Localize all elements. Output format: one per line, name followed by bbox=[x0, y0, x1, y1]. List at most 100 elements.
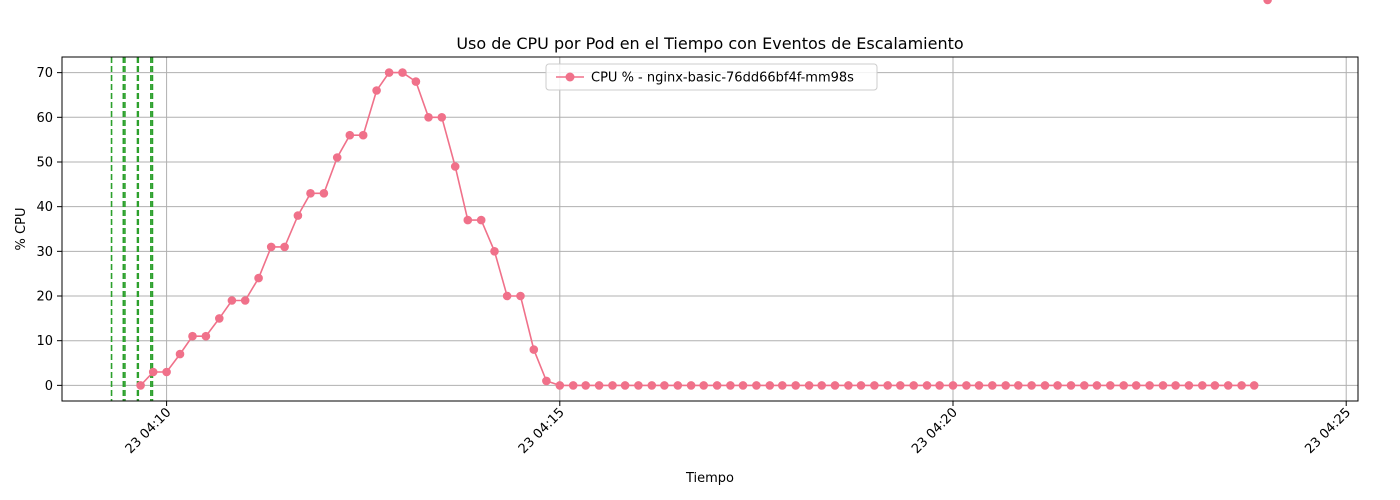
data-point bbox=[1184, 381, 1194, 390]
data-point bbox=[1198, 381, 1207, 390]
y-tick-label: 20 bbox=[36, 290, 53, 305]
data-point bbox=[162, 367, 171, 377]
data-point bbox=[791, 381, 800, 390]
x-tick-label: 23 04:20 bbox=[909, 405, 961, 457]
data-point bbox=[1158, 381, 1168, 390]
x-axis-label: Tiempo bbox=[685, 471, 734, 486]
data-point bbox=[948, 381, 958, 390]
data-point bbox=[384, 68, 394, 77]
data-point bbox=[201, 331, 211, 341]
data-point bbox=[686, 381, 696, 390]
data-point bbox=[962, 381, 971, 390]
data-point bbox=[502, 291, 512, 301]
data-point bbox=[175, 349, 185, 359]
data-point bbox=[411, 77, 421, 86]
data-point bbox=[424, 113, 433, 122]
data-point bbox=[1080, 381, 1089, 390]
data-point bbox=[280, 242, 289, 252]
data-point bbox=[542, 376, 551, 386]
data-point bbox=[1249, 381, 1259, 390]
series-layer bbox=[136, 0, 1272, 390]
data-point bbox=[1053, 381, 1062, 390]
data-point bbox=[490, 247, 499, 256]
data-point bbox=[712, 381, 722, 390]
grid bbox=[62, 57, 1358, 401]
chart-title: Uso de CPU por Pod en el Tiempo con Even… bbox=[456, 34, 963, 53]
data-point bbox=[844, 381, 853, 390]
data-point bbox=[555, 381, 565, 390]
data-point bbox=[1145, 381, 1154, 390]
data-point bbox=[1066, 381, 1076, 390]
x-tick-label: 23 04:15 bbox=[516, 405, 568, 457]
data-point bbox=[215, 314, 224, 323]
data-point bbox=[227, 296, 237, 305]
data-point bbox=[765, 381, 775, 390]
data-point bbox=[883, 381, 892, 390]
legend-series-label: CPU % - nginx-basic-76dd66bf4f-mm98s bbox=[591, 71, 854, 86]
data-point bbox=[254, 273, 263, 283]
data-point bbox=[726, 381, 735, 390]
data-point bbox=[319, 189, 329, 198]
data-point bbox=[1027, 381, 1036, 390]
data-point bbox=[1263, 0, 1272, 5]
data-point bbox=[1237, 381, 1246, 390]
data-point bbox=[240, 296, 250, 305]
data-point bbox=[450, 162, 460, 171]
data-point bbox=[1223, 381, 1233, 390]
axis-ticks: 0 10 20 30 40 50 60 70 23 04:10 23 04:15 23 04:20 2… bbox=[36, 66, 1354, 457]
data-point bbox=[896, 381, 905, 390]
data-point bbox=[1119, 381, 1128, 390]
data-point bbox=[974, 381, 984, 390]
y-tick-label: 30 bbox=[36, 245, 53, 260]
data-point bbox=[148, 367, 158, 377]
data-point bbox=[136, 381, 145, 390]
data-point bbox=[935, 381, 944, 390]
data-point bbox=[634, 381, 643, 390]
data-point bbox=[306, 189, 315, 198]
data-point bbox=[738, 381, 748, 390]
x-tick-label: 23 04:10 bbox=[123, 405, 175, 457]
data-point bbox=[660, 381, 669, 390]
data-point bbox=[804, 381, 814, 390]
data-point bbox=[699, 381, 708, 390]
x-tick-label: 23 04:25 bbox=[1302, 405, 1354, 457]
data-point bbox=[1210, 381, 1220, 390]
data-point bbox=[620, 381, 630, 390]
data-point bbox=[922, 381, 932, 390]
y-tick-label: 50 bbox=[36, 155, 53, 170]
data-point bbox=[516, 291, 525, 301]
data-point bbox=[673, 381, 683, 390]
data-point bbox=[778, 381, 787, 390]
data-point bbox=[398, 68, 407, 77]
data-point bbox=[830, 381, 840, 390]
y-tick-label: 70 bbox=[36, 66, 53, 81]
data-point bbox=[608, 381, 617, 390]
legend-box bbox=[545, 63, 878, 91]
data-point bbox=[817, 381, 826, 390]
y-tick-label: 60 bbox=[36, 111, 53, 126]
data-point bbox=[372, 86, 381, 95]
y-tick-label: 40 bbox=[36, 200, 53, 215]
data-point bbox=[345, 130, 355, 140]
data-point bbox=[358, 130, 368, 140]
scaling-events bbox=[110, 57, 154, 401]
data-point bbox=[529, 345, 539, 354]
plot-area-frame bbox=[61, 56, 1359, 402]
data-point bbox=[1106, 381, 1115, 390]
data-point bbox=[1092, 381, 1102, 390]
y-tick-label: 10 bbox=[36, 334, 53, 349]
data-point bbox=[568, 381, 578, 390]
data-point bbox=[293, 211, 303, 220]
data-point bbox=[581, 381, 590, 390]
data-point bbox=[988, 381, 997, 390]
data-point bbox=[1001, 381, 1010, 390]
data-point bbox=[647, 381, 657, 390]
data-point bbox=[594, 381, 604, 390]
data-point bbox=[1040, 381, 1050, 390]
data-point bbox=[1131, 381, 1141, 390]
data-point bbox=[266, 242, 276, 252]
data-point bbox=[332, 153, 342, 162]
y-tick-label: 0 bbox=[45, 379, 53, 394]
data-point bbox=[856, 381, 866, 390]
